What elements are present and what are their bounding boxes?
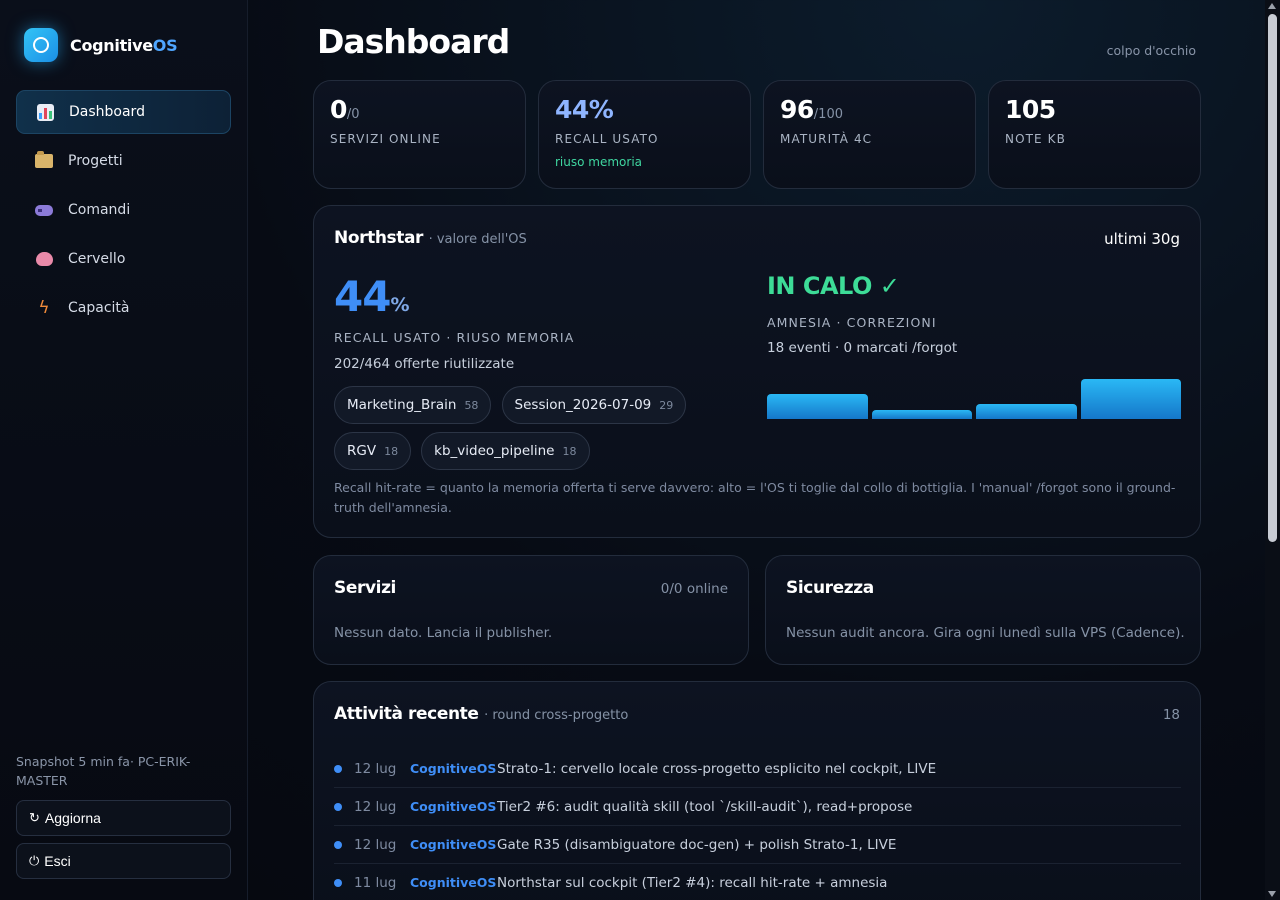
activity-text: Tier2 #6: audit qualità skill (tool `/sk… xyxy=(497,798,913,815)
bullet-dot-icon xyxy=(334,840,342,849)
sidebar-item-label: Capacità xyxy=(68,300,130,316)
activity-row[interactable]: 12 lug CognitiveOS Gate R35 (disambiguat… xyxy=(334,826,1181,864)
range-selector[interactable]: ultimi 30g xyxy=(1104,230,1180,248)
sidebar-item-cervello[interactable]: Cervello xyxy=(16,237,231,281)
northstar-panel: Northstar · valore dell'OS ultimi 30g 44… xyxy=(313,205,1201,538)
servizi-title: Servizi xyxy=(334,578,396,598)
activity-project[interactable]: CognitiveOS xyxy=(410,837,497,852)
activity-title: Attività recente · round cross-progetto xyxy=(334,704,629,724)
activity-list: 12 lug CognitiveOS Strato-1: cervello lo… xyxy=(334,750,1181,900)
stat-note: riuso memoria xyxy=(555,155,643,169)
bullet-dot-icon xyxy=(334,802,342,811)
amnesia-bar-chart xyxy=(767,374,1181,419)
app-logo-icon xyxy=(24,28,58,62)
activity-text: Northstar sul cockpit (Tier2 #4): recall… xyxy=(497,874,888,891)
activity-date: 12 lug xyxy=(354,836,397,853)
northstar-title: Northstar · valore dell'OS xyxy=(334,228,527,248)
stat-value: 96/100 xyxy=(780,95,843,124)
amnesia-bar xyxy=(1080,379,1181,419)
activity-date: 11 lug xyxy=(354,874,397,891)
bullet-dot-icon xyxy=(334,764,342,773)
page-subtitle: colpo d'occhio xyxy=(1106,43,1196,58)
sidebar-item-progetti[interactable]: Progetti xyxy=(16,139,231,183)
servizi-status: 0/0 online xyxy=(660,581,728,597)
memory-chip[interactable]: kb_video_pipeline 18 xyxy=(421,432,590,470)
recall-label: RECALL USATO · RIUSO MEMORIA xyxy=(334,330,575,345)
stat-label: SERVIZI ONLINE xyxy=(330,132,441,146)
activity-panel: Attività recente · round cross-progetto … xyxy=(313,681,1201,900)
memory-chips: Marketing_Brain 58 Session_2026-07-09 29 R… xyxy=(334,386,734,478)
brain-icon xyxy=(34,250,54,268)
stat-value: 105 xyxy=(1005,95,1056,124)
memory-chip[interactable]: Marketing_Brain 58 xyxy=(334,386,492,424)
servizi-empty-state: Nessun dato. Lancia il publisher. xyxy=(334,625,553,641)
scroll-down-arrow-icon[interactable] xyxy=(1268,891,1276,897)
sidebar-item-comandi[interactable]: Comandi xyxy=(16,188,231,232)
sidebar-item-label: Cervello xyxy=(68,251,126,267)
stat-value: 44% xyxy=(555,95,614,124)
activity-text: Strato-1: cervello locale cross-progetto… xyxy=(497,760,937,777)
sidebar-item-capacita[interactable]: ϟ Capacità xyxy=(16,286,231,330)
page-scrollbar[interactable] xyxy=(1265,0,1280,900)
activity-date: 12 lug xyxy=(354,798,397,815)
activity-project[interactable]: CognitiveOS xyxy=(410,875,497,890)
logout-label: Esci xyxy=(44,853,71,869)
snapshot-status: Snapshot 5 min fa· PC-ERIK-MASTER xyxy=(16,754,191,788)
memory-chip[interactable]: RGV 18 xyxy=(334,432,412,470)
stat-label: NOTE KB xyxy=(1005,132,1066,146)
sidebar-item-label: Progetti xyxy=(68,153,123,169)
sidebar-nav: Dashboard Progetti Comandi Cervello ϟ Ca… xyxy=(16,90,231,335)
gamepad-icon xyxy=(34,201,54,219)
amnesia-label: AMNESIA · CORREZIONI xyxy=(767,315,937,330)
activity-text: Gate R35 (disambiguatore doc-gen) + poli… xyxy=(497,836,897,853)
amnesia-bar xyxy=(871,410,972,419)
sicurezza-empty-state: Nessun audit ancora. Gira ogni lunedì su… xyxy=(786,625,1185,641)
sicurezza-panel: Sicurezza Nessun audit ancora. Gira ogni… xyxy=(765,555,1201,665)
logout-button[interactable]: ⏻ Esci xyxy=(16,843,231,879)
lightning-icon: ϟ xyxy=(38,297,50,318)
activity-project[interactable]: CognitiveOS xyxy=(410,761,497,776)
brand[interactable]: CognitiveOS xyxy=(24,28,178,62)
stat-label: RECALL USATO xyxy=(555,132,659,146)
refresh-icon: ↻ xyxy=(29,810,40,825)
amnesia-detail: 18 eventi · 0 marcati /forgot xyxy=(767,340,958,356)
activity-row[interactable]: 12 lug CognitiveOS Tier2 #6: audit quali… xyxy=(334,788,1181,826)
page-title: Dashboard xyxy=(317,22,510,61)
activity-row[interactable]: 11 lug CognitiveOS Northstar sul cockpit… xyxy=(334,864,1181,900)
brand-name: CognitiveOS xyxy=(70,35,178,55)
recall-detail: 202/464 offerte riutilizzate xyxy=(334,356,515,372)
stat-label: MATURITÀ 4C xyxy=(780,132,873,146)
folder-icon xyxy=(34,151,54,170)
sidebar: CognitiveOS Dashboard Progetti Comandi C… xyxy=(0,0,248,900)
memory-chip[interactable]: Session_2026-07-09 29 xyxy=(501,386,687,424)
stat-card-note-kb: 105 NOTE KB xyxy=(988,80,1201,189)
recall-value: 44% xyxy=(334,272,410,321)
stat-value: 0/0 xyxy=(330,95,360,124)
amnesia-bar xyxy=(767,394,868,419)
sidebar-item-label: Dashboard xyxy=(69,104,145,120)
bar-chart-icon xyxy=(35,103,55,121)
refresh-button[interactable]: ↻ Aggiorna xyxy=(16,800,231,836)
scroll-up-arrow-icon[interactable] xyxy=(1268,3,1276,9)
sidebar-item-label: Comandi xyxy=(68,202,131,218)
amnesia-bar xyxy=(976,404,1077,419)
activity-row[interactable]: 12 lug CognitiveOS Strato-1: cervello lo… xyxy=(334,750,1181,788)
stat-card-recall: 44% RECALL USATO riuso memoria xyxy=(538,80,751,189)
power-icon: ⏻ xyxy=(29,853,40,868)
scroll-thumb[interactable] xyxy=(1268,14,1277,542)
sicurezza-title: Sicurezza xyxy=(786,578,874,598)
activity-date: 12 lug xyxy=(354,760,397,777)
amnesia-trend: IN CALO ✓ xyxy=(767,272,900,300)
refresh-label: Aggiorna xyxy=(44,810,101,826)
sidebar-item-dashboard[interactable]: Dashboard xyxy=(16,90,231,134)
stat-card-maturita: 96/100 MATURITÀ 4C xyxy=(763,80,976,189)
northstar-footnote: Recall hit-rate = quanto la memoria offe… xyxy=(334,480,1176,515)
servizi-panel: Servizi 0/0 online Nessun dato. Lancia i… xyxy=(313,555,749,665)
activity-count: 18 xyxy=(1162,707,1180,723)
stat-card-servizi: 0/0 SERVIZI ONLINE xyxy=(313,80,526,189)
activity-project[interactable]: CognitiveOS xyxy=(410,799,497,814)
bullet-dot-icon xyxy=(334,878,342,887)
